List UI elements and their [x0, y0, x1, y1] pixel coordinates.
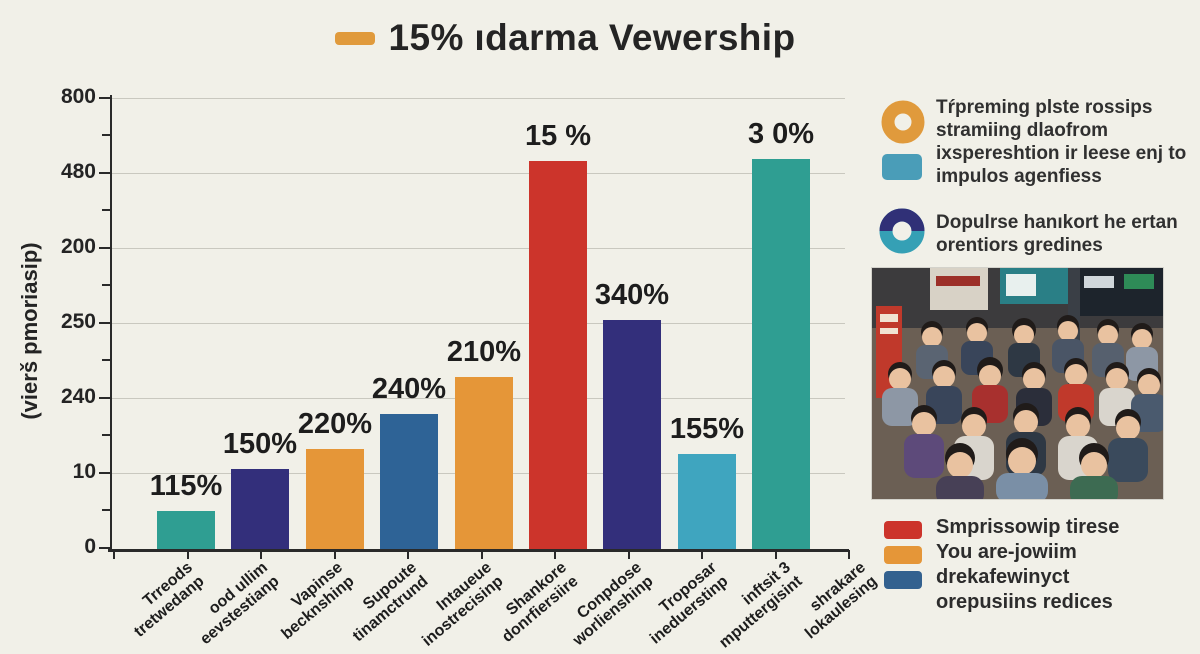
group-photo [872, 268, 1163, 499]
legend-2-line-2: orentiors gredines [936, 235, 1103, 256]
y-tick-mark [99, 247, 110, 249]
legend-2-line-1: Dopulrse hanıkort he ertan [936, 212, 1178, 233]
bar [157, 511, 215, 549]
y-minor-tick-mark [102, 209, 110, 211]
chart-title: 15% ıdarma Vewership [388, 17, 796, 58]
legend-1-line-3: ixspereshtion ir leese enj to [936, 143, 1187, 164]
donut-icon-two-tone [879, 208, 925, 254]
bar [231, 469, 289, 549]
bar [455, 377, 513, 549]
x-tick-mark [113, 550, 115, 559]
y-minor-tick-mark [102, 134, 110, 136]
bar [529, 161, 587, 549]
y-tick-label: 800 [60, 85, 96, 108]
y-tick-label: 480 [60, 160, 96, 183]
y-tick-mark [99, 97, 110, 99]
bottom-legend-line-2: You are-jowiim drekafewinyct [936, 541, 1077, 588]
y-tick-mark [99, 472, 110, 474]
x-tick-mark [333, 550, 336, 559]
donut-icon-orange [881, 100, 925, 144]
chart-title-row: 15% ıdarma Vewership [0, 10, 1130, 66]
x-tick-mark [701, 550, 703, 559]
bottom-legend-red-swatch [884, 521, 922, 539]
gridline [112, 173, 845, 174]
bottom-legend-blue-swatch [884, 571, 922, 589]
y-tick-label: 10 [72, 460, 96, 483]
bar-value-label: 210% [446, 336, 522, 368]
y-minor-tick-mark [102, 284, 110, 286]
y-tick-label: 250 [60, 310, 96, 333]
plot-area: 800 480 200 250 240 10 0 115% 150% 220% 240% 210% 15… [61, 85, 881, 652]
bar-value-label: 15 % [524, 120, 592, 152]
gridline [112, 323, 845, 324]
x-tick-mark [848, 550, 850, 559]
bar [752, 159, 810, 549]
bar [603, 320, 661, 549]
x-tick-mark [627, 550, 630, 559]
x-axis-line [108, 549, 849, 552]
x-tick-mark [480, 550, 483, 559]
bar [306, 449, 364, 549]
x-tick-mark [407, 550, 409, 559]
bar-value-label: 340% [594, 279, 670, 311]
title-dash-marker [334, 31, 375, 45]
bottom-legend-line-1: Smprissowip tirese [936, 516, 1120, 538]
bar-value-label: 115% [149, 470, 223, 502]
y-tick-mark [99, 397, 110, 399]
gridline [112, 248, 845, 249]
y-tick-label: 200 [60, 235, 96, 258]
bottom-legend-text: Smprissowip tirese You are-jowiim drekaf… [936, 515, 1200, 615]
y-tick-label: 240 [60, 385, 96, 408]
bar [380, 414, 438, 549]
bar-value-label: 150% [222, 428, 298, 460]
y-minor-tick-mark [102, 434, 110, 436]
y-tick-mark [99, 322, 110, 324]
legend-item-2-text: Dopulrse hanıkort he ertan orentiors gre… [936, 211, 1178, 257]
bar [678, 454, 736, 549]
bar-value-label: 155% [669, 413, 745, 445]
bar-value-label: 220% [297, 408, 373, 440]
y-minor-tick-mark [102, 359, 110, 361]
legend-1-line-4: impulos agenfiess [936, 166, 1102, 187]
x-tick-mark [554, 550, 556, 559]
bottom-legend-line-3: orepusiins redices [936, 591, 1113, 613]
y-tick-mark [99, 547, 110, 549]
y-minor-tick-mark [102, 509, 110, 511]
legend-square-blue-icon [882, 154, 922, 180]
x-tick-mark [774, 550, 777, 559]
gridline [112, 98, 845, 99]
bottom-legend-orange-swatch [884, 546, 922, 564]
bar-value-label: 240% [371, 373, 447, 405]
y-tick-mark [99, 172, 110, 174]
y-axis-line [110, 95, 112, 550]
legend-1-line-2: stramiing dlaofrom [936, 120, 1109, 141]
bar-value-label: 3 0% [747, 118, 815, 150]
legend-item-1-text: Tŕpreming plste rossips stramiing dlaofr… [936, 96, 1186, 188]
legend-1-line-1: Tŕpreming plste rossips [936, 97, 1153, 118]
x-tick-mark [186, 550, 189, 559]
x-tick-mark [260, 550, 262, 559]
y-tick-label: 0 [84, 535, 96, 558]
